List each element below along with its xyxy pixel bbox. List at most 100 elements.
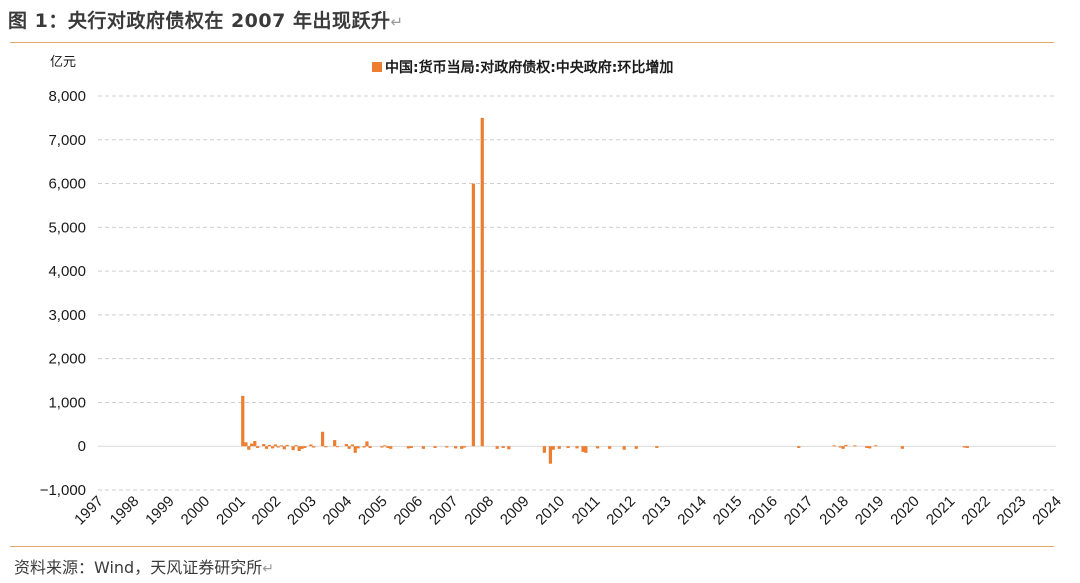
bar xyxy=(389,446,393,449)
bar xyxy=(262,444,266,447)
x-tick-label: 2011 xyxy=(569,493,604,528)
bar xyxy=(868,446,872,449)
bar xyxy=(250,443,254,447)
bar xyxy=(276,446,280,448)
bar xyxy=(471,183,475,447)
x-tick-label: 2015 xyxy=(710,493,746,529)
bar xyxy=(356,446,360,449)
bar xyxy=(282,446,286,450)
bar xyxy=(507,446,511,450)
x-tick-label: 2021 xyxy=(923,493,959,529)
x-tick-label: 2003 xyxy=(284,493,320,529)
bar xyxy=(622,446,626,450)
bar xyxy=(347,446,351,449)
y-tick-label: 2,000 xyxy=(48,351,86,368)
bar xyxy=(409,446,413,448)
bar xyxy=(267,444,271,447)
y-tick-label: 5,000 xyxy=(48,219,86,236)
x-tick-label: 2009 xyxy=(497,493,533,529)
x-tick-label: 1998 xyxy=(107,493,143,529)
bar xyxy=(433,446,437,448)
figure-title: 图 1：央行对政府债权在 2007 年出现跃升↵ xyxy=(8,6,404,33)
bar xyxy=(320,431,325,447)
bar xyxy=(595,446,600,449)
legend: 中国:货币当局:对政府债权:中央政府:环比增加 xyxy=(372,59,673,76)
bar xyxy=(300,446,304,449)
y-tick-label: −1,000 xyxy=(40,482,86,499)
y-axis-ticks: 8,000 7,000 6,000 5,000 4,000 3,000 2,000 1,000… xyxy=(40,88,86,499)
bar xyxy=(241,395,245,447)
bar xyxy=(362,446,366,448)
bar xyxy=(333,440,337,447)
bar xyxy=(575,446,579,449)
bar xyxy=(853,445,857,447)
bar xyxy=(566,446,570,448)
source-note: 资料来源：Wind，天风证券研究所↵ xyxy=(14,554,274,578)
bar xyxy=(501,446,505,448)
bar xyxy=(285,444,289,447)
bar xyxy=(962,446,967,448)
legend-swatch xyxy=(372,62,382,72)
bar xyxy=(256,446,260,448)
bar xyxy=(264,446,269,449)
x-tick-label: 2020 xyxy=(887,493,923,529)
bar-layer xyxy=(241,117,969,464)
x-tick-label: 2002 xyxy=(249,493,285,529)
top-divider xyxy=(10,42,1054,43)
bar xyxy=(832,445,836,447)
bar xyxy=(608,446,612,449)
x-tick-label: 2000 xyxy=(178,493,214,529)
x-tick-label: 2005 xyxy=(355,493,391,529)
bar xyxy=(495,446,499,449)
y-tick-label: 4,000 xyxy=(48,263,86,280)
bar xyxy=(655,446,659,448)
bar xyxy=(253,440,257,447)
y-tick-label: 3,000 xyxy=(48,307,86,324)
x-axis-ticks: 1997 1998 1999 2000 2001 2002 2003 2004 2005 2006… xyxy=(71,493,1065,529)
bar xyxy=(874,445,878,447)
y-tick-label: 0 xyxy=(78,438,86,455)
bar xyxy=(462,446,467,448)
y-tick-label: 1,000 xyxy=(48,394,86,411)
bar xyxy=(344,444,348,447)
bar xyxy=(335,446,340,448)
bar xyxy=(273,444,278,447)
return-mark-icon: ↵ xyxy=(262,561,274,577)
unit-label: 亿元 xyxy=(50,55,76,70)
bar xyxy=(454,446,458,449)
x-tick-label: 2004 xyxy=(320,493,356,529)
bar xyxy=(841,446,845,449)
x-tick-label: 2019 xyxy=(852,493,888,529)
legend-label: 中国:货币当局:对政府债权:中央政府:环比增加 xyxy=(385,59,673,76)
bar xyxy=(480,117,484,447)
x-tick-label: 2013 xyxy=(639,493,675,529)
bar xyxy=(368,446,372,448)
bar xyxy=(445,446,449,448)
y-tick-label: 7,000 xyxy=(48,132,86,149)
bar xyxy=(365,441,369,447)
bar xyxy=(247,446,251,450)
bar xyxy=(294,445,298,447)
x-tick-label: 2017 xyxy=(781,493,817,529)
x-tick-label: 2012 xyxy=(603,493,639,529)
source-text: 资料来源：Wind，天风证券研究所 xyxy=(14,558,263,577)
x-tick-label: 2008 xyxy=(462,493,498,529)
y-tick-label: 8,000 xyxy=(48,88,86,105)
x-tick-label: 1999 xyxy=(142,493,178,529)
x-tick-label: 2022 xyxy=(958,493,994,529)
bar xyxy=(548,446,552,464)
bar xyxy=(460,446,464,449)
y-tick-label: 6,000 xyxy=(48,176,86,193)
bar xyxy=(542,446,546,453)
bar xyxy=(557,446,561,449)
bar xyxy=(865,446,869,448)
bar xyxy=(353,446,357,453)
bar xyxy=(383,445,387,447)
bar xyxy=(900,446,904,449)
bar xyxy=(279,445,284,447)
x-tick-label: 2010 xyxy=(532,493,568,529)
bar xyxy=(551,446,555,450)
bar xyxy=(312,446,316,448)
bar xyxy=(309,444,313,447)
